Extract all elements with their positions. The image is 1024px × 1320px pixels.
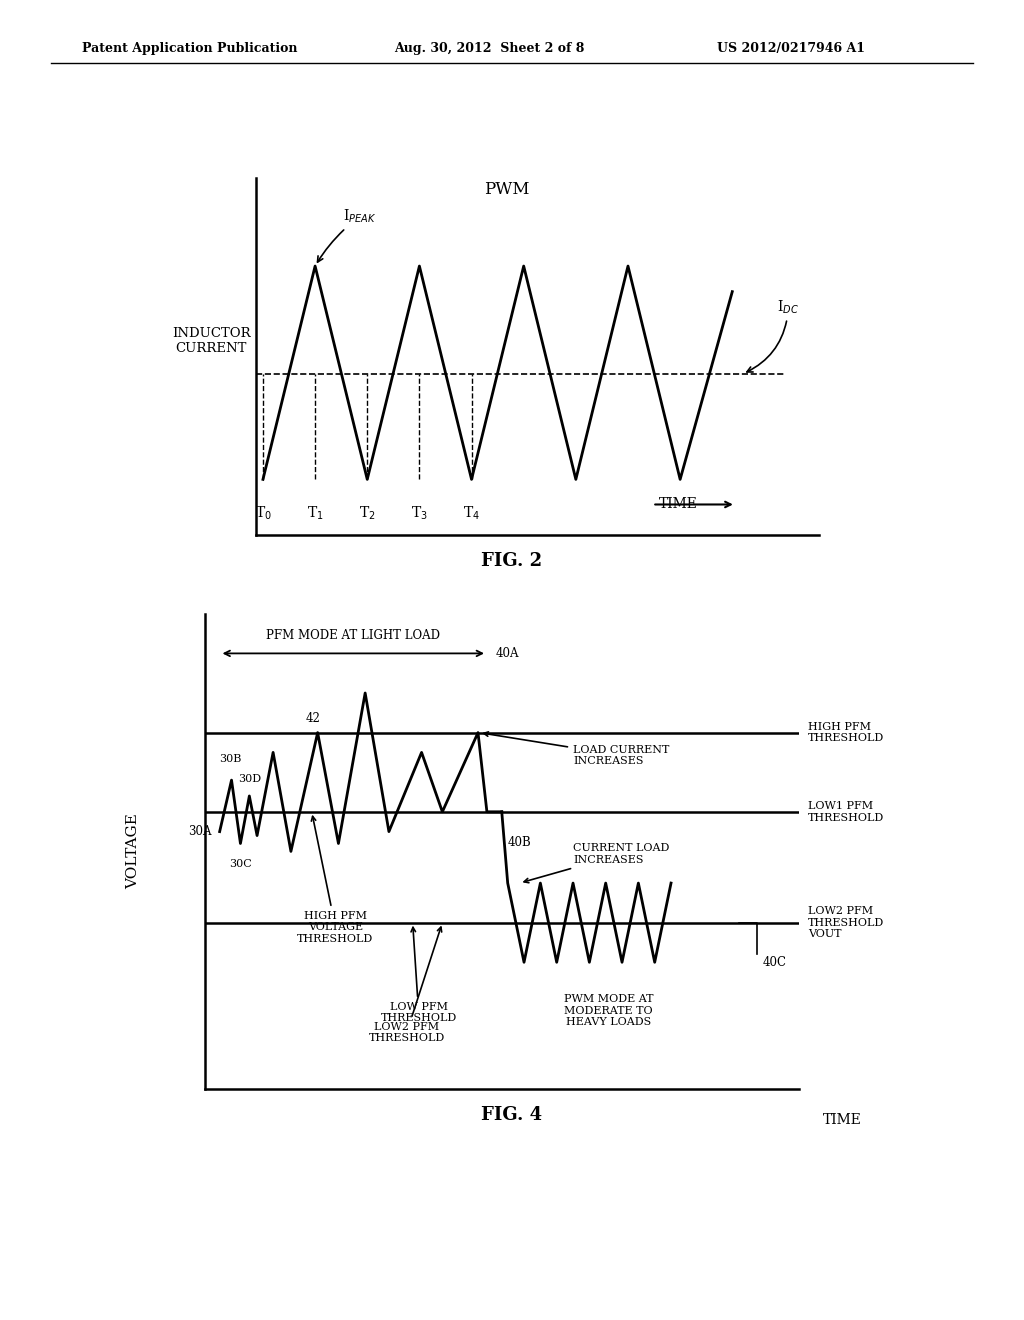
Text: TIME: TIME — [822, 1113, 861, 1127]
Text: HIGH PFM
VOLTAGE
THRESHOLD: HIGH PFM VOLTAGE THRESHOLD — [297, 816, 374, 944]
Text: T$_0$: T$_0$ — [255, 504, 271, 521]
Text: Aug. 30, 2012  Sheet 2 of 8: Aug. 30, 2012 Sheet 2 of 8 — [394, 42, 585, 55]
Text: PWM MODE AT
MODERATE TO
HEAVY LOADS: PWM MODE AT MODERATE TO HEAVY LOADS — [564, 994, 653, 1027]
Text: 40C: 40C — [763, 956, 787, 969]
Text: HIGH PFM
THRESHOLD: HIGH PFM THRESHOLD — [808, 722, 884, 743]
Text: FIG. 4: FIG. 4 — [481, 1106, 543, 1125]
Text: T$_1$: T$_1$ — [307, 504, 324, 521]
Text: I$_{PEAK}$: I$_{PEAK}$ — [317, 207, 376, 263]
Text: I$_{DC}$: I$_{DC}$ — [746, 298, 800, 372]
Text: Patent Application Publication: Patent Application Publication — [82, 42, 297, 55]
Text: LOW1 PFM
THRESHOLD: LOW1 PFM THRESHOLD — [808, 801, 884, 822]
Text: US 2012/0217946 A1: US 2012/0217946 A1 — [717, 42, 865, 55]
Text: PWM: PWM — [483, 181, 529, 198]
Text: 42: 42 — [306, 711, 321, 725]
Text: 40A: 40A — [496, 647, 519, 660]
Text: 30A: 30A — [188, 825, 212, 838]
Text: VOLTAGE: VOLTAGE — [127, 813, 140, 890]
Text: INDUCTOR
CURRENT: INDUCTOR CURRENT — [172, 327, 251, 355]
Text: T$_2$: T$_2$ — [359, 504, 376, 521]
Text: PFM MODE AT LIGHT LOAD: PFM MODE AT LIGHT LOAD — [266, 628, 440, 642]
Text: LOAD CURRENT
INCREASES: LOAD CURRENT INCREASES — [483, 731, 670, 767]
Text: FIG. 2: FIG. 2 — [481, 552, 543, 570]
Text: T$_3$: T$_3$ — [411, 504, 428, 521]
Text: 40B: 40B — [508, 836, 531, 849]
Text: LOW2 PFM
THRESHOLD
VOUT: LOW2 PFM THRESHOLD VOUT — [808, 906, 884, 940]
Text: 30C: 30C — [229, 859, 252, 870]
Text: LOW PFM
THRESHOLD: LOW PFM THRESHOLD — [381, 928, 457, 1023]
Text: 30D: 30D — [238, 774, 261, 784]
Text: T$_4$: T$_4$ — [463, 504, 480, 521]
Text: LOW2 PFM
THRESHOLD: LOW2 PFM THRESHOLD — [369, 927, 444, 1043]
Text: 30B: 30B — [219, 754, 242, 764]
Text: TIME: TIME — [659, 498, 698, 511]
Text: CURRENT LOAD
INCREASES: CURRENT LOAD INCREASES — [524, 843, 670, 883]
